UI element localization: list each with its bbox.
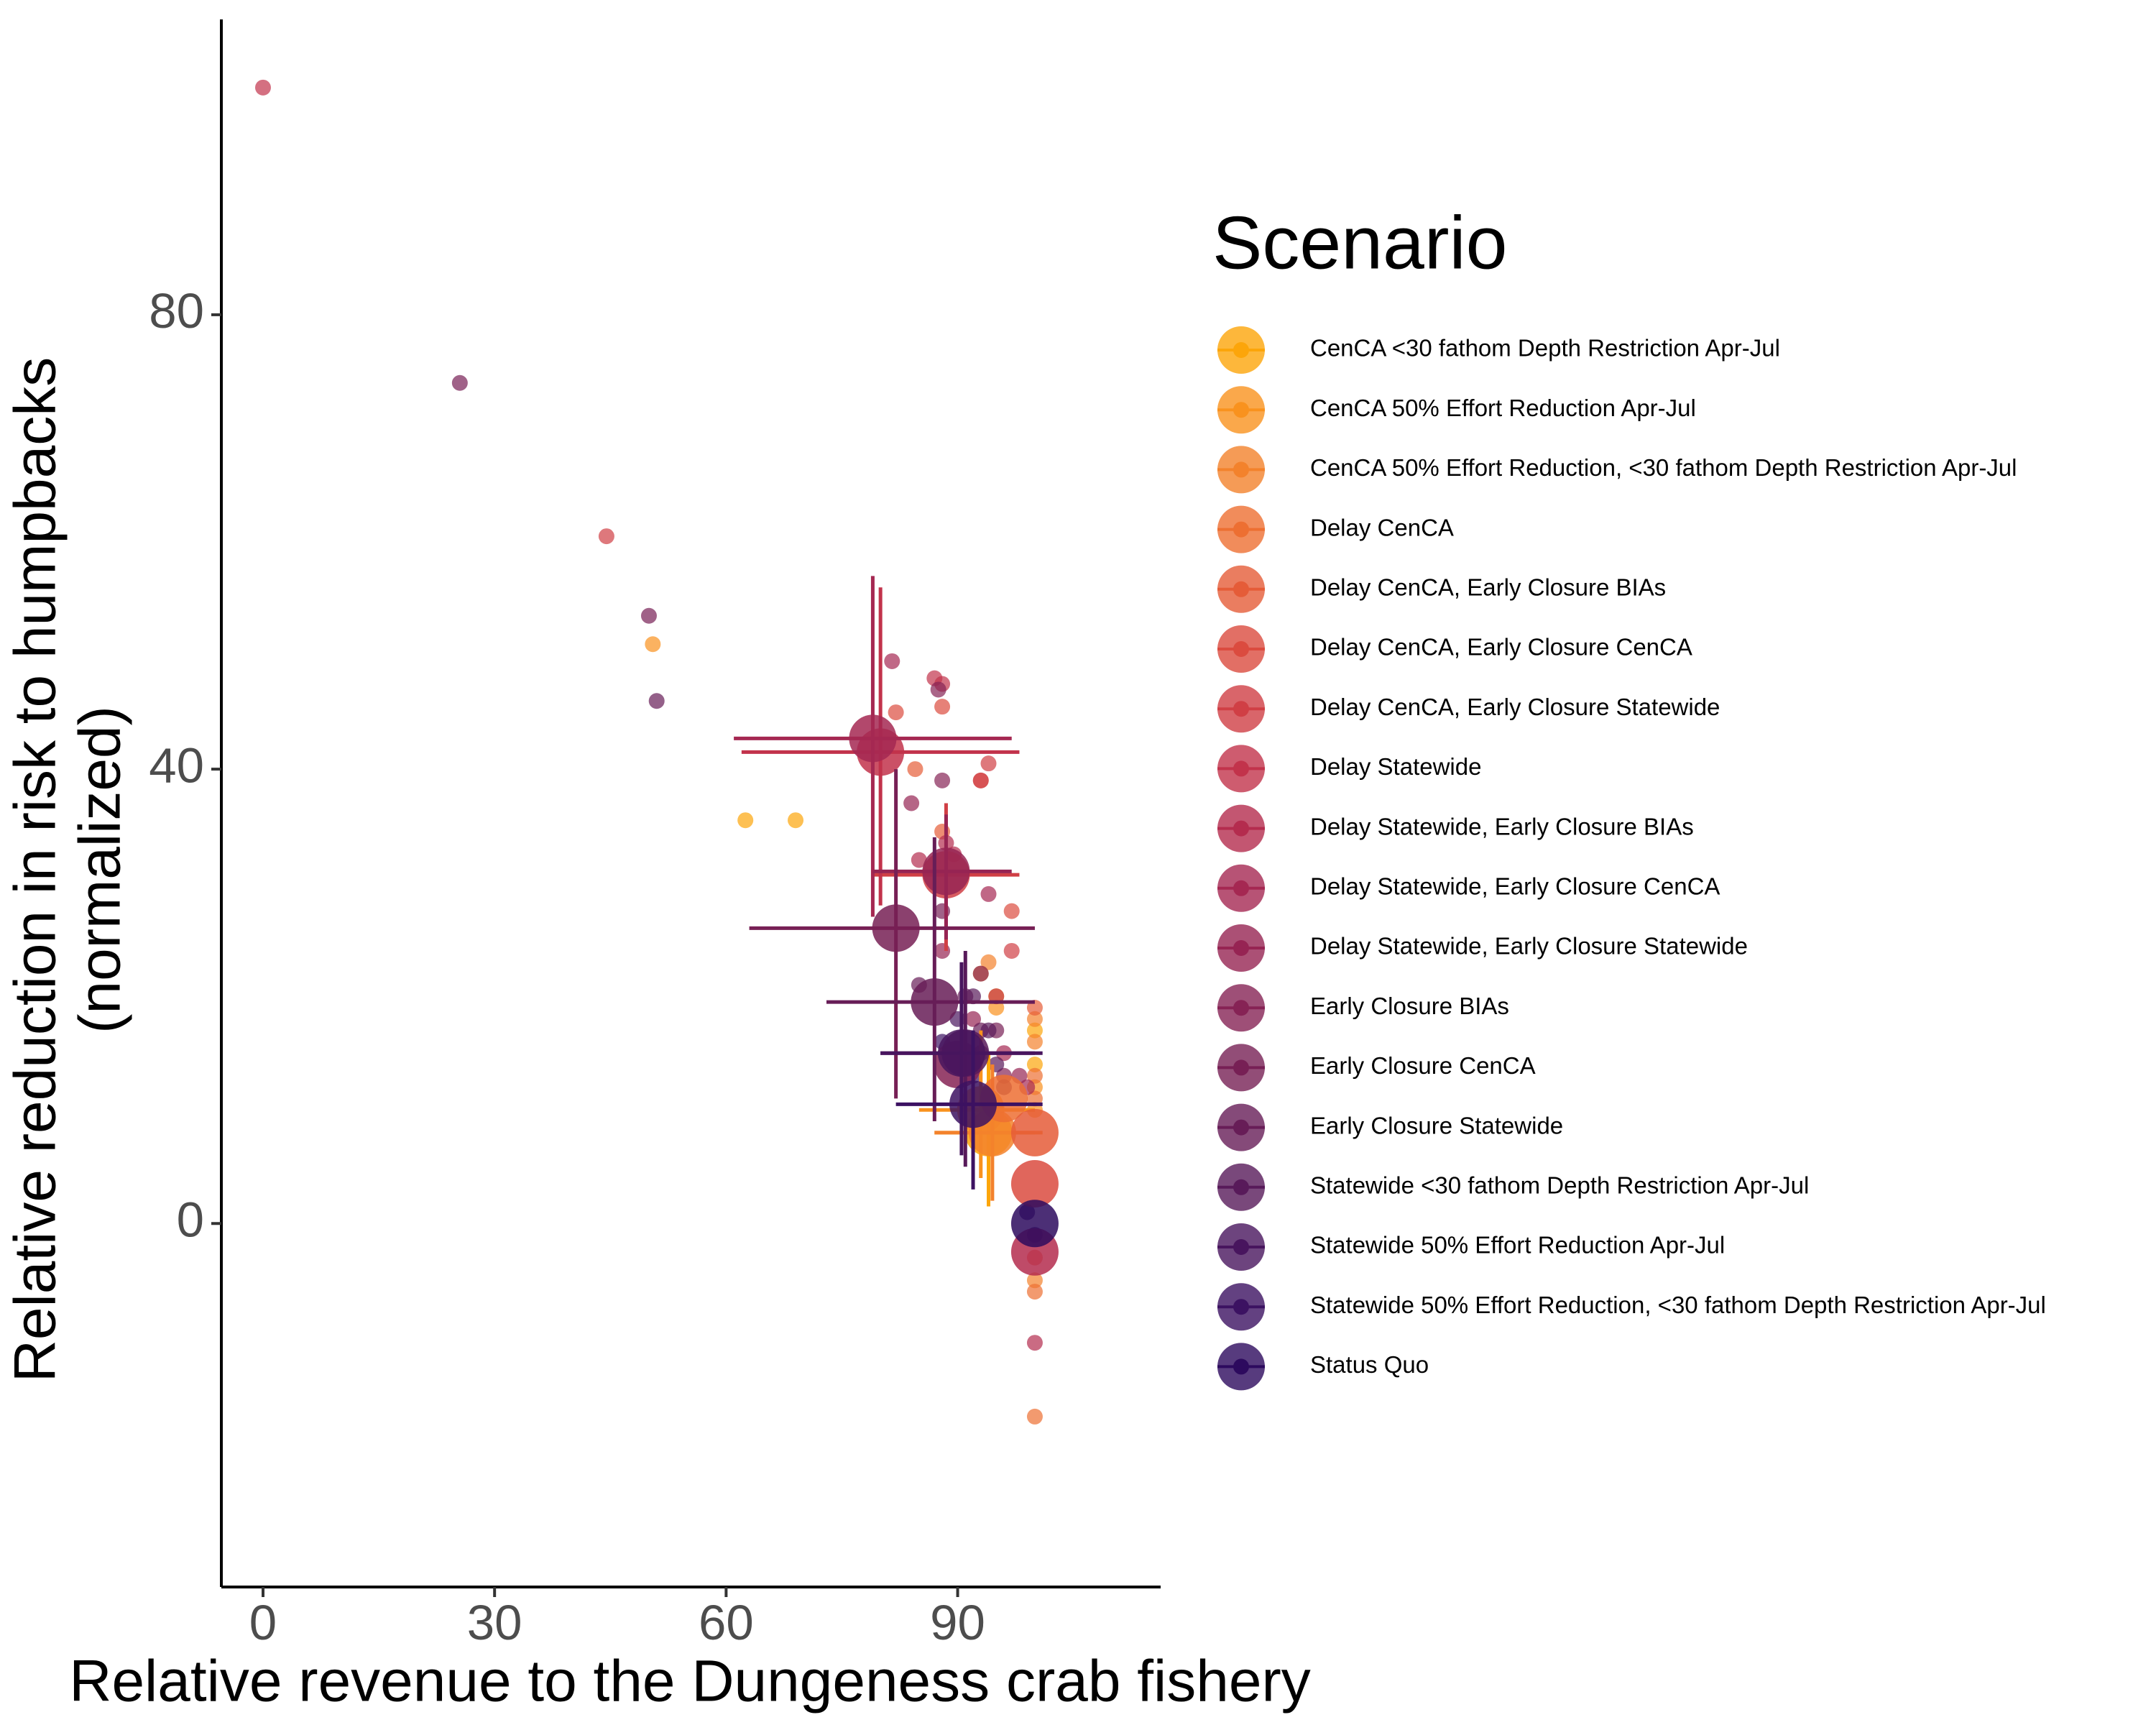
legend-symbol	[1233, 461, 1249, 478]
point	[1026, 1408, 1043, 1425]
legend-label: CenCA <30 fathom Depth Restriction Apr-J…	[1310, 335, 1780, 362]
legend-label: CenCA 50% Effort Reduction, <30 fathom D…	[1310, 454, 2017, 481]
legend-label: Delay CenCA, Early Closure BIAs	[1310, 574, 1666, 601]
legend-label: Delay Statewide, Early Closure CenCA	[1310, 873, 1720, 900]
point	[980, 954, 997, 970]
legend-label: Statewide 50% Effort Reduction Apr-Jul	[1310, 1232, 1725, 1259]
point	[451, 374, 468, 391]
legend-label: Early Closure CenCA	[1310, 1052, 1536, 1079]
point	[254, 79, 271, 96]
legend-label: Statewide <30 fathom Depth Restriction A…	[1310, 1172, 1809, 1199]
legend-symbol	[1233, 701, 1249, 717]
mean-point	[1010, 1108, 1059, 1156]
x-tick-label: 90	[930, 1595, 985, 1650]
mean-point	[937, 1029, 985, 1077]
point	[640, 607, 657, 624]
point	[1026, 1022, 1043, 1039]
legend-symbol	[1233, 1119, 1249, 1136]
point	[1003, 903, 1020, 919]
legend-symbol	[1233, 1000, 1249, 1016]
legend-title: Scenario	[1212, 201, 1507, 285]
point	[907, 761, 923, 778]
y-axis-title: (normalized)	[68, 706, 133, 1034]
point	[980, 755, 997, 772]
legend-symbol	[1233, 581, 1249, 597]
point	[934, 699, 951, 715]
mean-point	[1010, 1200, 1059, 1248]
point	[1026, 1284, 1043, 1300]
point	[1026, 1272, 1043, 1289]
point	[930, 681, 946, 698]
legend-symbol	[1233, 1179, 1249, 1195]
y-axis-title: Relative reduction in risk to humpbacks	[3, 357, 68, 1383]
mean-point	[872, 904, 920, 952]
legend-symbol	[1233, 342, 1249, 358]
point	[1026, 1057, 1043, 1072]
point	[645, 636, 661, 653]
legend-label: Delay CenCA, Early Closure CenCA	[1310, 634, 1692, 661]
y-tick-label: 0	[177, 1192, 204, 1247]
point	[598, 528, 614, 545]
point	[903, 795, 920, 811]
legend-symbol	[1233, 1299, 1249, 1315]
legend-symbol	[1233, 641, 1249, 657]
point	[884, 653, 900, 669]
point	[980, 886, 997, 902]
legend-label: Status Quo	[1310, 1351, 1429, 1378]
point	[1026, 1335, 1043, 1351]
legend-symbol	[1233, 402, 1249, 418]
legend-label: Early Closure Statewide	[1310, 1112, 1563, 1138]
legend-label: Delay CenCA	[1310, 514, 1454, 540]
point	[972, 772, 989, 788]
legend-label: Delay Statewide	[1310, 753, 1481, 780]
point	[1026, 1067, 1043, 1084]
mean-point	[1010, 1159, 1059, 1208]
legend-label: Delay Statewide, Early Closure BIAs	[1310, 813, 1694, 840]
point	[648, 693, 665, 709]
mean-point	[922, 847, 970, 896]
y-tick-label: 80	[149, 283, 204, 339]
legend-symbol	[1233, 760, 1249, 777]
legend-symbol	[1233, 820, 1249, 837]
legend-symbol	[1233, 521, 1249, 538]
legend-symbol	[1233, 1239, 1249, 1255]
x-tick-label: 30	[467, 1595, 522, 1650]
legend-symbol	[1233, 1059, 1249, 1076]
x-tick-label: 60	[699, 1595, 754, 1650]
x-tick-label: 0	[249, 1595, 277, 1650]
legend-label: Statewide 50% Effort Reduction, <30 fath…	[1310, 1292, 2046, 1318]
mean-point	[911, 978, 959, 1026]
legend-label: Delay CenCA, Early Closure Statewide	[1310, 694, 1720, 720]
point	[980, 1022, 997, 1039]
point	[934, 772, 951, 788]
y-tick-label: 40	[149, 737, 204, 793]
point	[1003, 942, 1020, 959]
legend-label: Early Closure BIAs	[1310, 993, 1509, 1019]
point	[737, 812, 754, 829]
point	[788, 812, 804, 829]
mean-point	[949, 1080, 998, 1128]
x-axis-title: Relative revenue to the Dungeness crab f…	[69, 1649, 1311, 1714]
mean-point	[849, 714, 897, 763]
point	[1026, 1011, 1043, 1027]
point	[888, 704, 904, 721]
point	[972, 965, 989, 982]
legend-symbol	[1233, 940, 1249, 956]
legend-symbol	[1233, 880, 1249, 896]
point	[965, 1011, 982, 1027]
legend-label: CenCA 50% Effort Reduction Apr-Jul	[1310, 395, 1696, 421]
legend-label: Delay Statewide, Early Closure Statewide	[1310, 933, 1748, 960]
point	[911, 852, 927, 868]
point	[1026, 1034, 1043, 1050]
legend-symbol	[1233, 1358, 1249, 1375]
